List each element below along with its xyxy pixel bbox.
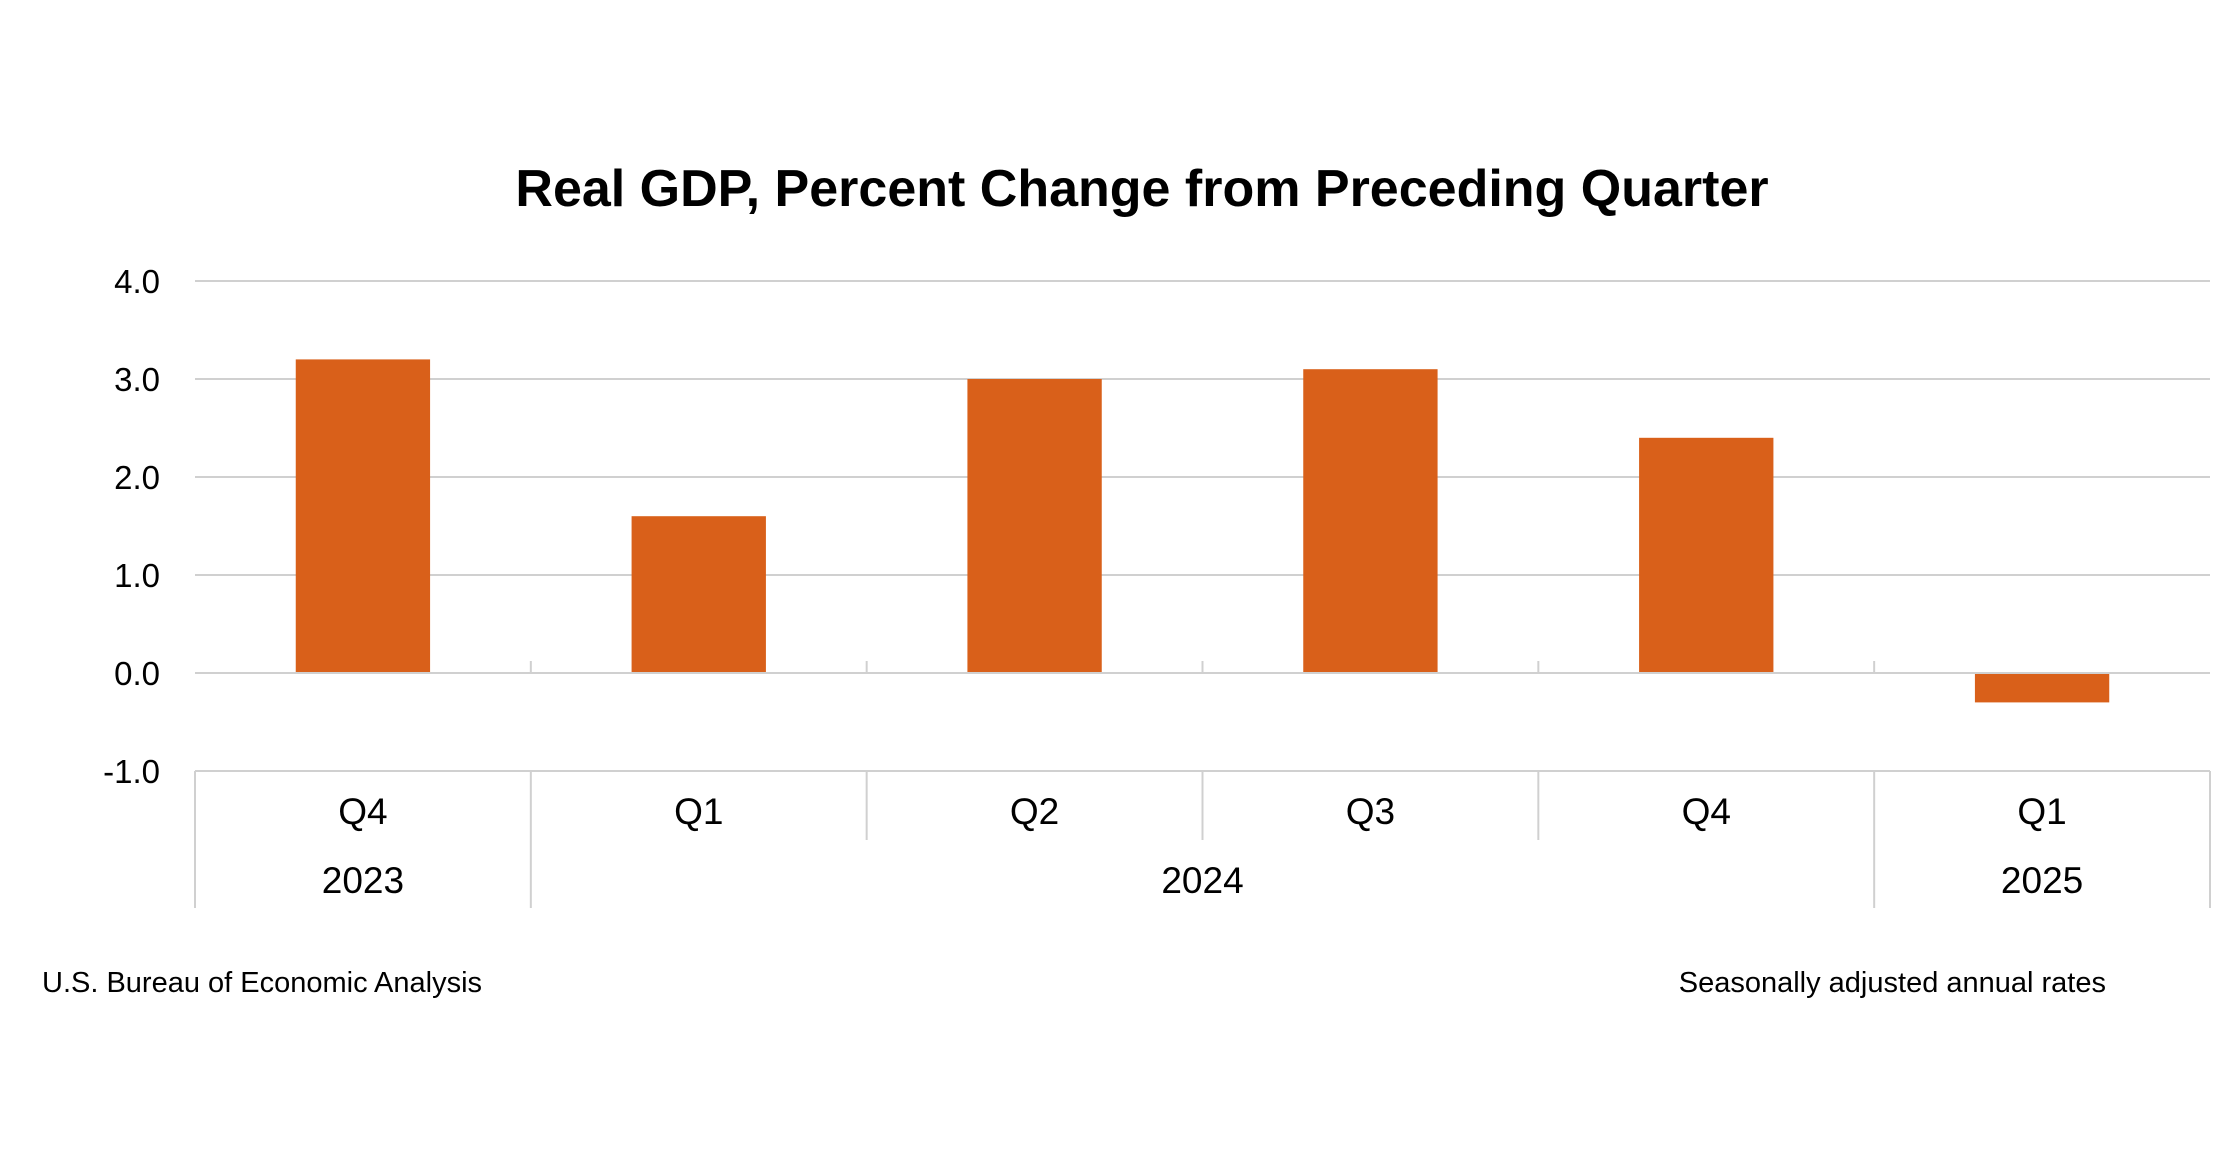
bar: [631, 516, 766, 673]
category-axis: Q4 Q1 Q2 Q3 Q4 Q1 2023 2024 2025: [194, 661, 2211, 908]
x-tick-label: Q1: [2017, 791, 2066, 832]
year-label: 2025: [2001, 860, 2083, 901]
x-tick-label: Q3: [1346, 791, 1395, 832]
y-tick-label: 0.0: [114, 655, 160, 692]
year-label: 2024: [1161, 860, 1243, 901]
bars: [295, 359, 2110, 703]
y-tick-label: 1.0: [114, 557, 160, 594]
y-tick-label: 3.0: [114, 361, 160, 398]
x-tick-label: Q4: [338, 791, 387, 832]
rate-note: Seasonally adjusted annual rates: [1679, 967, 2106, 999]
bar: [1303, 369, 1438, 673]
x-tick-label: Q4: [1682, 791, 1731, 832]
y-tick-label: 4.0: [114, 263, 160, 300]
y-axis-ticks: -1.0 0.0 1.0 2.0 3.0 4.0: [103, 263, 160, 790]
chart-title: Real GDP, Percent Change from Preceding …: [515, 160, 1768, 218]
bar: [1639, 437, 1774, 673]
y-tick-label: -1.0: [103, 753, 160, 790]
gridlines: [195, 280, 2210, 772]
y-tick-label: 2.0: [114, 459, 160, 496]
bar: [1974, 673, 2110, 703]
x-tick-label: Q1: [674, 791, 723, 832]
x-tick-label: Q2: [1010, 791, 1059, 832]
bar: [295, 359, 431, 673]
source-note: U.S. Bureau of Economic Analysis: [42, 967, 482, 999]
year-label: 2023: [322, 860, 404, 901]
bar: [967, 379, 1102, 673]
